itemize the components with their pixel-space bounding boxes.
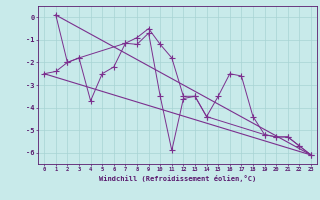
- X-axis label: Windchill (Refroidissement éolien,°C): Windchill (Refroidissement éolien,°C): [99, 175, 256, 182]
